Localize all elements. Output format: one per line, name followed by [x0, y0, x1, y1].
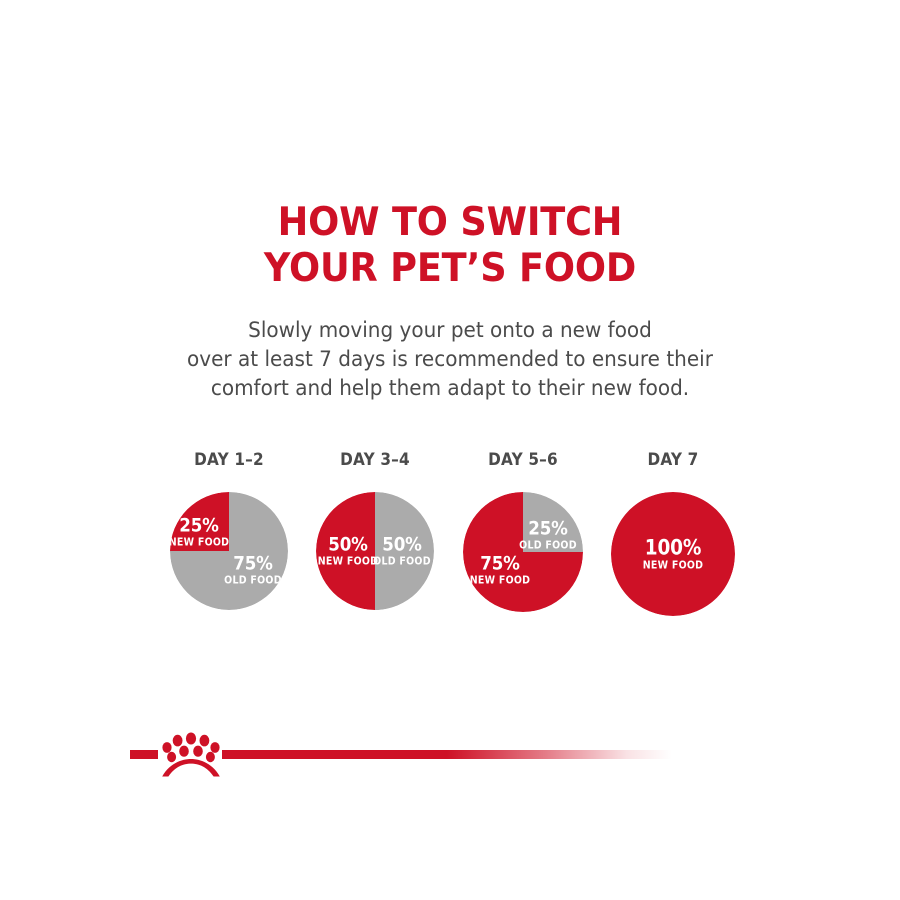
pie-svg-3	[463, 492, 583, 612]
intro-line-3: comfort and help them adapt to their new…	[210, 376, 690, 401]
pie-chart-day-3-4: 50% NEW FOOD 50% OLD FOOD	[316, 492, 434, 610]
pie-slice-new-food	[316, 492, 375, 610]
intro-line-2: over at least 7 days is recommended to e…	[187, 347, 713, 372]
footer-bar-left	[130, 750, 158, 759]
pie-wrap-2: 50% NEW FOOD 50% OLD FOOD	[316, 492, 434, 610]
pie-wrap-1: 25% NEW FOOD 75% OLD FOOD	[170, 492, 288, 610]
pie-group-day-3-4: DAY 3–4 50% NEW FOOD 50% OLD FOOD	[300, 450, 450, 630]
intro-paragraph: Slowly moving your pet onto a new food o…	[0, 316, 900, 403]
pie-chart-day-5-6: 75% NEW FOOD 25% OLD FOOD	[463, 492, 583, 612]
pie-group-day-1-2: DAY 1–2 25% NEW FOOD 75% OLD FOOD	[154, 450, 304, 630]
pie-slice-new-food	[611, 492, 735, 616]
pie-svg-4	[611, 492, 735, 616]
pie-slice-new-food	[170, 492, 229, 551]
intro-line-1: Slowly moving your pet onto a new food	[248, 318, 652, 343]
pie-wrap-3: 75% NEW FOOD 25% OLD FOOD	[463, 492, 583, 612]
day-label-1: DAY 1–2	[194, 450, 264, 470]
pie-chart-day-1-2: 25% NEW FOOD 75% OLD FOOD	[170, 492, 288, 610]
day-label-4: DAY 7	[647, 450, 699, 470]
pie-wrap-4: 100% NEW FOOD	[611, 492, 735, 616]
pie-slice-old-food	[170, 492, 288, 610]
page-title-line-1: HOW TO SWITCH	[277, 200, 623, 245]
royal-canin-crown-icon	[160, 726, 222, 782]
pie-chart-row: DAY 1–2 25% NEW FOOD 75% OLD FOOD DAY 3–4 5…	[150, 450, 770, 630]
pie-group-day-5-6: DAY 5–6 75% NEW FOOD 25% OLD FOOD	[448, 450, 598, 630]
pie-svg-1	[170, 492, 288, 610]
day-label-3: DAY 5–6	[488, 450, 558, 470]
page-title-line-2: YOUR PET’S FOOD	[263, 246, 637, 291]
pie-svg-2	[316, 492, 434, 610]
footer-bar-right-gradient	[222, 750, 672, 759]
footer-logo-bar	[0, 726, 900, 786]
day-label-2: DAY 3–4	[340, 450, 410, 470]
page-title: HOW TO SWITCH YOUR PET’S FOOD	[0, 200, 900, 292]
pie-slice-old-food	[523, 492, 583, 552]
pie-group-day-7: DAY 7 100% NEW FOOD	[598, 450, 748, 630]
pie-slice-old-food	[375, 492, 434, 610]
pie-chart-day-7: 100% NEW FOOD	[611, 492, 735, 616]
